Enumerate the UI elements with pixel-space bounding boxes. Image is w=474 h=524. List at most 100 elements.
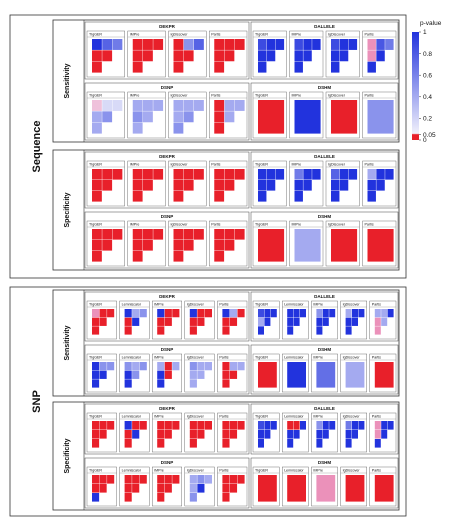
panel-sequence-sensitivity: Sensitivity DEKPR TIgGER IMPre IgDiscover Par… xyxy=(52,19,400,143)
heatmap-cell xyxy=(376,180,385,191)
heatmap-cell xyxy=(189,326,197,335)
dataset-dsnp: DSNP TIgGER IMPre IgDiscover Partis xyxy=(84,82,250,141)
method-label: TIgGER xyxy=(255,222,268,226)
method-partis: Partis xyxy=(369,353,397,393)
heatmap-cell xyxy=(339,169,349,180)
heatmap-cell xyxy=(124,309,132,318)
heatmap-cell xyxy=(132,191,143,202)
method-igdiscover: IgDiscover xyxy=(184,300,215,340)
heatmap-cell xyxy=(157,317,165,326)
heatmap-cell xyxy=(222,362,230,371)
heatmap-cell xyxy=(124,430,132,439)
section-frame-0 xyxy=(9,14,407,279)
heatmap-cell xyxy=(99,362,107,371)
method-igdiscover: IgDiscover xyxy=(325,91,360,139)
heatmap-cell xyxy=(164,317,172,326)
heatmap-cell xyxy=(189,362,197,371)
heatmap-cell xyxy=(270,309,277,318)
method-label: IgDiscover xyxy=(171,222,189,226)
heatmap-cell xyxy=(316,439,323,448)
heatmap-cell xyxy=(183,50,194,62)
heatmap-cell xyxy=(312,39,321,50)
method-tigger: TIgGER xyxy=(86,412,117,453)
heatmap-cell xyxy=(99,430,107,439)
heatmap-cell xyxy=(157,493,165,502)
method-label: IMPre xyxy=(130,162,140,166)
heatmap-cell xyxy=(264,430,271,439)
heatmap-cell xyxy=(224,240,235,251)
heatmap-cell xyxy=(164,475,172,484)
method-label: IgDiscover xyxy=(328,93,346,97)
heatmap-cell xyxy=(385,39,394,50)
heatmap-cell xyxy=(194,39,204,50)
heatmap-cell xyxy=(294,180,303,191)
heatmap-cell xyxy=(194,100,204,111)
dataset-dekpr: DEKPR TIgGER Lemniscalor IMPre IgDiscover Par… xyxy=(84,403,250,455)
method-label: Partis xyxy=(372,355,381,359)
method-frame xyxy=(184,466,215,507)
dataset-frame xyxy=(250,291,399,342)
legend-tick-label: 0.4 xyxy=(423,94,432,101)
method-label: IMPre xyxy=(292,93,302,97)
heatmap-cell xyxy=(124,484,132,493)
method-label: TIgGER xyxy=(89,93,102,97)
heatmap-cell xyxy=(348,169,358,180)
method-partis: Partis xyxy=(362,91,397,139)
method-label: IgDiscover xyxy=(171,162,189,166)
heatmap-cell xyxy=(183,100,194,111)
heatmap-cell xyxy=(173,100,184,111)
dataset-title: DEKPR xyxy=(159,294,176,299)
heatmap-cell xyxy=(287,362,306,388)
heatmap-cell xyxy=(173,50,184,62)
panel-frame xyxy=(52,289,400,397)
method-partis: Partis xyxy=(369,412,397,453)
method-impre: IMPre xyxy=(127,220,166,267)
method-label: IgDiscover xyxy=(328,222,346,226)
heatmap-cell xyxy=(107,362,115,371)
section-frame-1 xyxy=(9,286,407,517)
heatmap-cell xyxy=(234,229,245,240)
method-label: TIgGER xyxy=(255,414,268,418)
heatmap-cell xyxy=(348,39,358,50)
dataset-frame xyxy=(250,21,399,80)
heatmap-cell xyxy=(172,421,180,430)
legend-title: p-value xyxy=(420,20,442,27)
heatmap-cell xyxy=(258,362,277,388)
method-label: IgDiscover xyxy=(187,414,205,418)
method-igdiscover: IgDiscover xyxy=(325,160,360,207)
method-label: IMPre xyxy=(292,162,302,166)
method-label: TIgGER xyxy=(89,414,102,418)
heatmap-cell xyxy=(92,484,100,493)
method-impre: IMPre xyxy=(311,466,338,507)
heatmap-cell xyxy=(173,251,184,262)
heatmap-cell xyxy=(294,61,303,73)
heatmap-cell xyxy=(229,475,238,484)
heatmap-cell xyxy=(173,240,184,251)
heatmap-cell xyxy=(132,50,143,62)
heatmap-cell xyxy=(92,39,102,50)
heatmap-cell xyxy=(132,111,143,123)
heatmap-cell xyxy=(374,430,381,439)
panel-snp-specificity: Specificity DEKPR TIgGER Lemniscalor IMPre Ig… xyxy=(52,401,400,511)
heatmap-cell xyxy=(132,317,140,326)
heatmap-cell xyxy=(339,50,349,62)
heatmap-cell xyxy=(102,180,113,191)
heatmap-cell xyxy=(92,180,102,191)
method-label: IMPre xyxy=(130,32,140,36)
method-label: Lemniscalor xyxy=(122,414,142,418)
heatmap-cell xyxy=(112,169,123,180)
heatmap-cell xyxy=(331,180,340,191)
legend-tick-label: 0.8 xyxy=(423,51,432,58)
method-label: Partis xyxy=(372,302,381,306)
heatmap-cell xyxy=(92,122,102,134)
method-impre: IMPre xyxy=(127,160,166,207)
heatmap-cell xyxy=(303,39,312,50)
heatmap-cell xyxy=(189,309,197,318)
dataset-title: DALLELE xyxy=(314,154,335,159)
heatmap-cell xyxy=(329,309,336,318)
heatmap-cell xyxy=(99,484,107,493)
method-label: Partis xyxy=(219,302,228,306)
method-label: Lemniscalor xyxy=(122,355,142,359)
heatmap-cell xyxy=(197,484,205,493)
method-label: Partis xyxy=(372,468,381,472)
